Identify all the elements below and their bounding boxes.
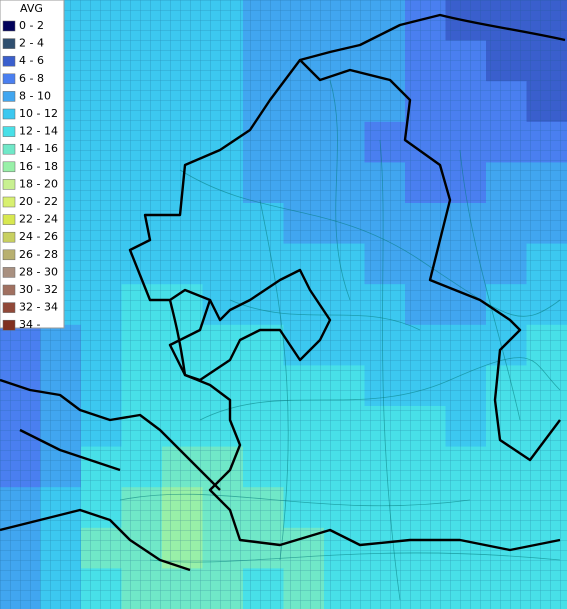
legend-label: 4 - 6 (19, 54, 44, 67)
legend-swatch (2, 55, 16, 67)
legend-label: 0 - 2 (19, 19, 44, 32)
legend-swatch (2, 38, 16, 49)
legend-swatch (2, 108, 16, 120)
legend-swatch (2, 73, 16, 85)
legend-swatch (2, 179, 16, 190)
legend-label: 10 - 12 (19, 107, 58, 120)
legend-label: 28 - 30 (19, 265, 58, 278)
legend-label: 8 - 10 (19, 89, 51, 102)
legend-swatch (2, 249, 16, 261)
legend-label: 16 - 18 (19, 160, 58, 173)
legend-swatch (2, 319, 16, 331)
legend-swatch (2, 267, 16, 278)
legend-swatch (2, 20, 16, 32)
boundaries (0, 13, 566, 572)
legend-swatch (2, 214, 16, 225)
legend-label: 20 - 22 (19, 195, 58, 208)
legend-swatch (2, 196, 16, 208)
legend-label: 32 - 34 (19, 301, 58, 314)
legend-label: 14 - 16 (19, 142, 58, 155)
legend-label: 26 - 28 (19, 248, 58, 261)
legend-swatch (2, 161, 16, 173)
legend-label: 2 - 4 (19, 37, 44, 50)
legend-label: 22 - 24 (19, 213, 58, 226)
legend-title: AVG (20, 2, 43, 15)
legend-swatch (2, 231, 16, 243)
legend-label: 30 - 32 (19, 283, 58, 296)
legend-label: 6 - 8 (19, 72, 44, 85)
legend-swatch (2, 284, 16, 296)
legend-swatch (2, 126, 16, 137)
legend-label: 34 - (19, 318, 40, 331)
legend-label: 18 - 20 (19, 177, 58, 190)
legend-label: 12 - 14 (19, 125, 58, 138)
legend-swatch (2, 143, 16, 155)
legend: AVG 0 - 2 2 - 4 4 - 6 6 - 8 8 - 10 10 - 12 12 … (0, 0, 65, 331)
legend-label: 24 - 26 (19, 230, 58, 243)
legend-swatch (2, 302, 16, 313)
legend-swatch (2, 91, 16, 102)
roads (119, 79, 561, 601)
